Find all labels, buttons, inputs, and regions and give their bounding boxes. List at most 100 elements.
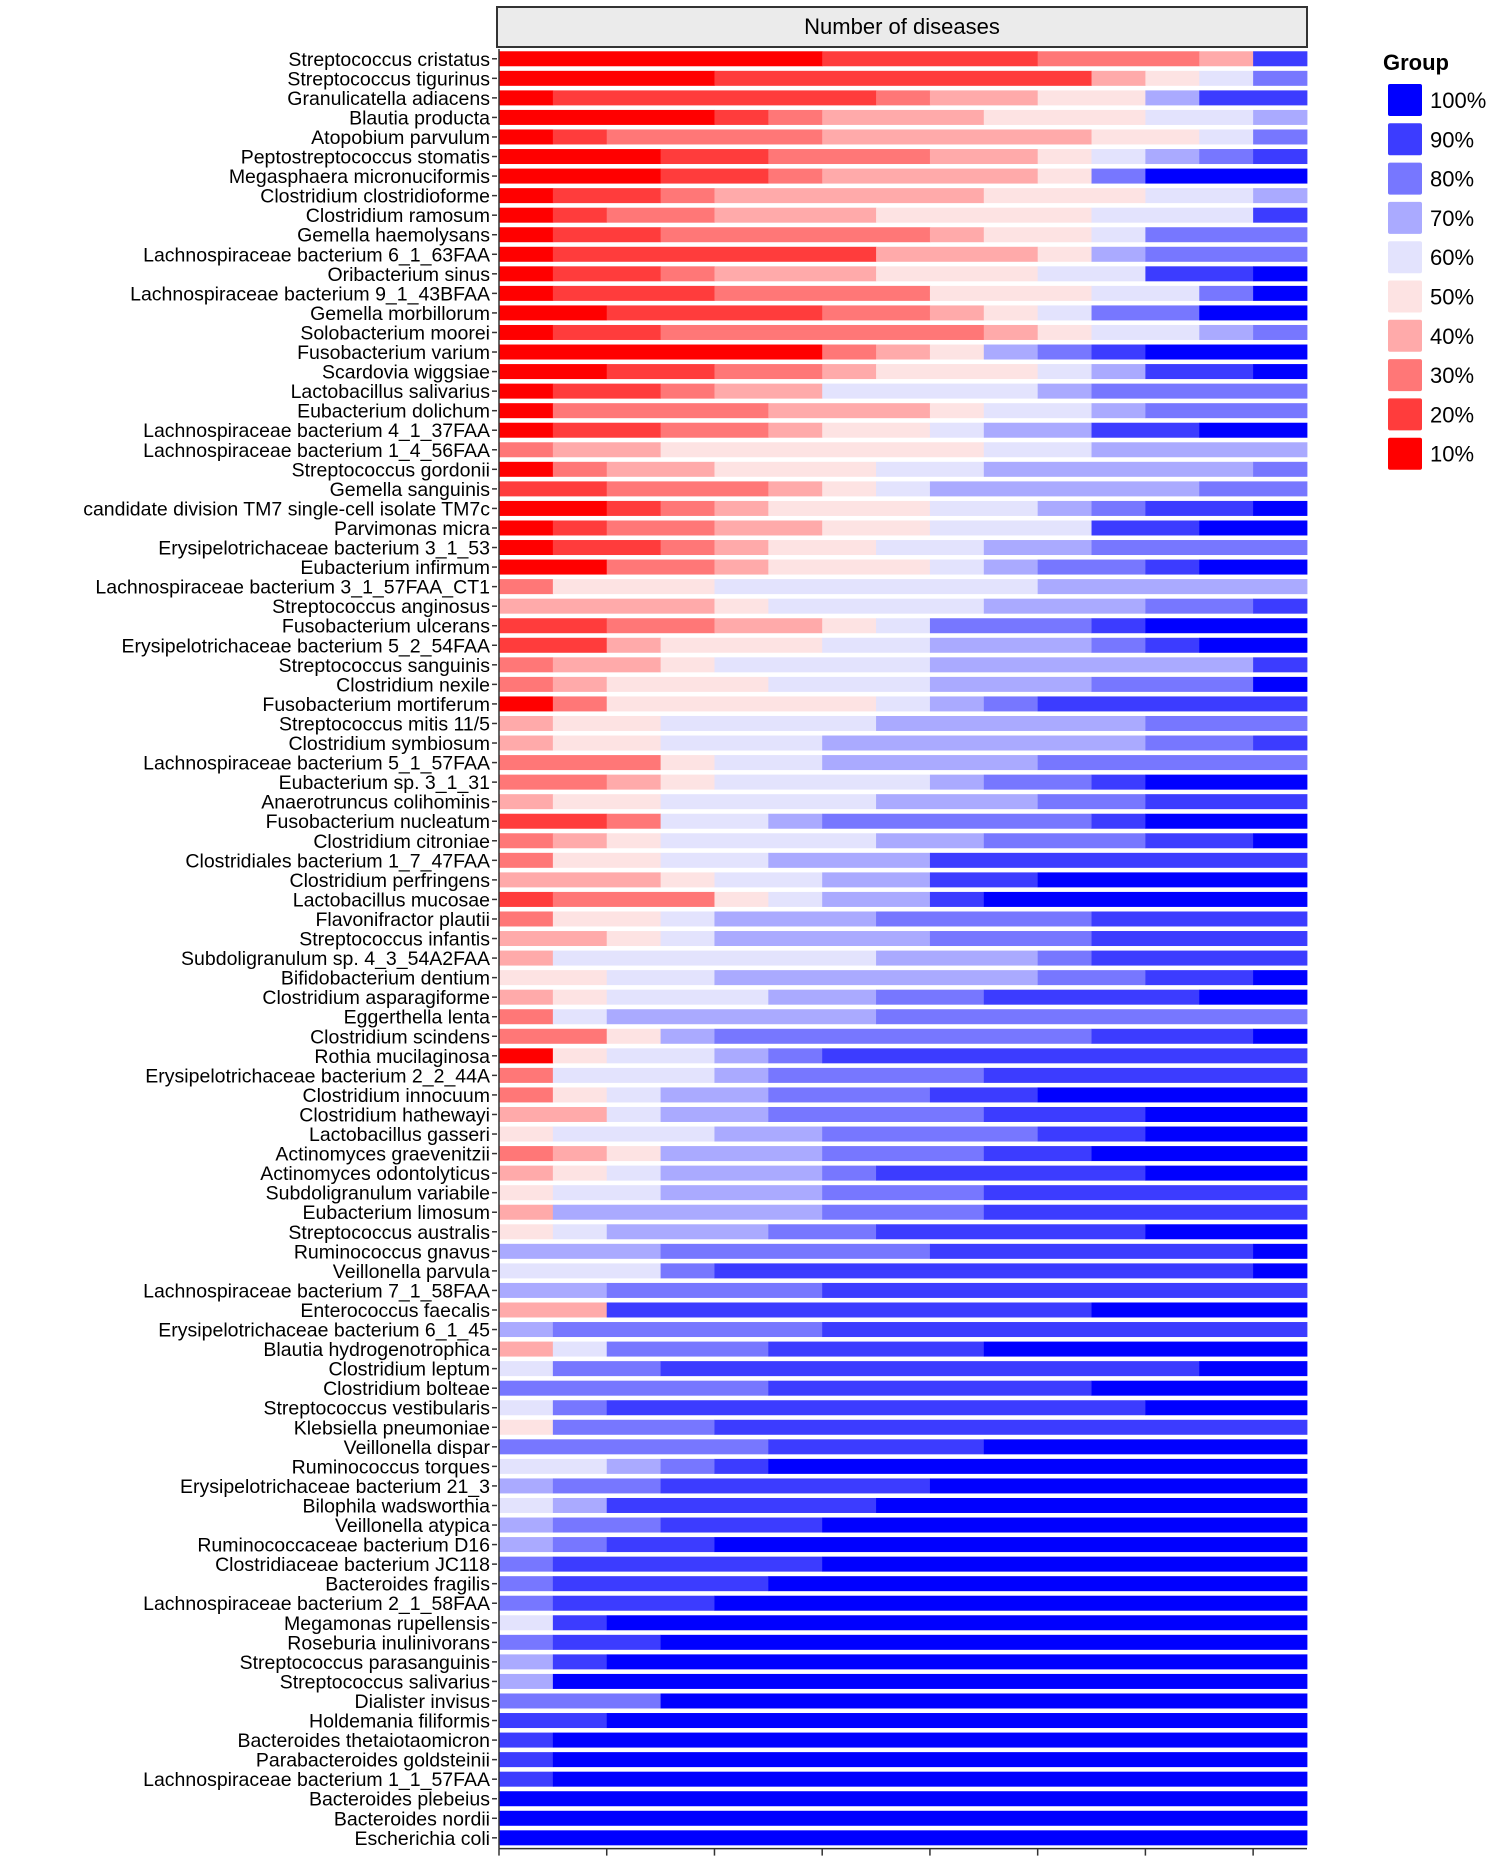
bar-segment-parvimonas-micra-0	[499, 520, 554, 536]
species-label-bacteroides-nordii: Bacteroides nordii	[334, 1808, 490, 1830]
species-label-lachnospiraceae-bacterium-5-1-57faa: Lachnospiraceae bacterium 5_1_57FAA	[143, 753, 490, 775]
bar-segment-gemella-haemolysans-5	[1091, 227, 1146, 243]
species-label-lachnospiraceae-bacterium-7-1-58faa: Lachnospiraceae bacterium 7_1_58FAA	[143, 1280, 490, 1302]
bar-segment-erysipelotrichaceae-bacterium-5-2-54faa-6	[1145, 637, 1200, 653]
species-label-rothia-mucilaginosa: Rothia mucilaginosa	[314, 1046, 490, 1068]
bar-segment-veillonella-parvula-1	[660, 1263, 715, 1279]
bar-segment-ruminococcus-torques-1	[606, 1458, 661, 1474]
bar-segment-clostridiaceae-bacterium-jc118-1	[552, 1556, 823, 1572]
bars-layer	[499, 51, 1308, 1846]
bar-segment-clostridium-hathewayi-0	[499, 1106, 608, 1122]
bar-segment-streptococcus-vestibularis-1	[552, 1400, 608, 1416]
species-label-bifidobacterium-dentium: Bifidobacterium dentium	[281, 968, 490, 990]
bar-segment-clostridium-citroniae-2	[606, 833, 661, 849]
legend-swatch-60	[1388, 241, 1422, 274]
bar-segment-lachnospiraceae-bacterium-2-1-58faa-0	[499, 1595, 554, 1611]
bar-segment-ruminococcus-gnavus-3	[1253, 1243, 1308, 1259]
bar-segment-erysipelotrichaceae-bacterium-5-2-54faa-7	[1199, 637, 1308, 653]
bar-segment-erysipelotrichaceae-bacterium-3-1-53-7	[1091, 540, 1308, 556]
legend-label-10: 10%	[1430, 442, 1474, 467]
bar-segment-parabacteroides-goldsteinii-0	[499, 1752, 554, 1768]
bar-segment-erysipelotrichaceae-bacterium-21-3-2	[660, 1478, 931, 1494]
species-label-streptococcus-parasanguinis: Streptococcus parasanguinis	[240, 1652, 491, 1674]
bar-segment-atopobium-parvulum-5	[1199, 129, 1254, 145]
bar-segment-clostridium-innocuum-4	[768, 1087, 931, 1103]
bar-segment-megamonas-rupellensis-2	[606, 1615, 1308, 1631]
bar-segment-scardovia-wiggsiae-8	[1253, 364, 1308, 380]
bar-segment-clostridium-ramosum-1	[552, 207, 608, 223]
bar-segment-erysipelotrichaceae-bacterium-21-3-3	[929, 1478, 1308, 1494]
species-label-bilophila-wadsworthia: Bilophila wadsworthia	[302, 1495, 490, 1517]
bar-segment-gemella-sanguinis-5	[929, 481, 1200, 497]
bar-segment-clostridium-innocuum-1	[552, 1087, 608, 1103]
species-label-flavonifractor-plautii: Flavonifractor plautii	[316, 909, 491, 931]
bar-segment-lactobacillus-mucosae-1	[552, 891, 715, 907]
bar-segment-eubacterium-limosum-2	[822, 1204, 985, 1220]
bar-segment-clostridium-leptum-0	[499, 1361, 554, 1377]
bar-segment-eubacterium-limosum-0	[499, 1204, 554, 1220]
bar-segment-lachnospiraceae-bacterium-4-1-37faa-2	[660, 422, 769, 438]
bar-segment-streptococcus-salivarius-1	[552, 1673, 1308, 1689]
species-label-streptococcus-anginosus: Streptococcus anginosus	[272, 596, 490, 618]
bar-segment-lachnospiraceae-bacterium-1-1-57faa-1	[552, 1771, 1308, 1787]
bar-segment-erysipelotrichaceae-bacterium-6-1-45-0	[499, 1322, 554, 1338]
bar-segment-megasphaera-micronuciformis-3	[822, 168, 1039, 184]
bar-segment-megamonas-rupellensis-0	[499, 1615, 554, 1631]
bar-segment-clostridiales-bacterium-1-7-47faa-3	[768, 852, 931, 868]
bar-segment-clostridium-scindens-2	[660, 1028, 715, 1044]
bar-segment-subdoligranulum-variabile-0	[499, 1185, 554, 1201]
bar-segment-clostridium-symbiosum-5	[1253, 735, 1308, 751]
bar-segment-parvimonas-micra-7	[1199, 520, 1308, 536]
legend-label-40: 40%	[1430, 324, 1474, 349]
bar-segment-clostridium-scindens-0	[499, 1028, 608, 1044]
species-label-candidate-division-tm7-single-cell-isolate-tm7c: candidate division TM7 single-cell isola…	[83, 498, 490, 520]
species-label-parabacteroides-goldsteinii: Parabacteroides goldsteinii	[256, 1750, 490, 1772]
bar-segment-gemella-sanguinis-0	[499, 481, 608, 497]
species-label-streptococcus-vestibularis: Streptococcus vestibularis	[263, 1398, 490, 1420]
bar-segment-fusobacterium-varium-6	[1091, 344, 1146, 360]
species-label-granulicatella-adiacens: Granulicatella adiacens	[287, 88, 490, 110]
species-label-streptococcus-salivarius: Streptococcus salivarius	[280, 1671, 491, 1693]
bar-segment-clostridium-asparagiforme-1	[552, 989, 608, 1005]
species-label-eubacterium-dolichum: Eubacterium dolichum	[297, 401, 490, 423]
bar-segment-fusobacterium-mortiferum-6	[1037, 696, 1308, 712]
bar-segment-lachnospiraceae-bacterium-5-1-57faa-1	[660, 755, 715, 771]
bar-segment-roseburia-inulinivorans-0	[499, 1634, 554, 1650]
bar-segment-fusobacterium-varium-0	[499, 344, 823, 360]
species-label-actinomyces-graevenitzii: Actinomyces graevenitzii	[275, 1144, 490, 1166]
bar-segment-fusobacterium-nucleatum-4	[822, 813, 1092, 829]
legend: Group 100% 90% 80% 70% 60% 50% 40% 30% 20% 10%	[1383, 50, 1486, 470]
bar-segment-clostridium-nexile-3	[768, 676, 931, 692]
bar-segment-clostridium-perfringens-4	[929, 872, 1039, 888]
bar-segment-eubacterium-dolichum-4	[983, 403, 1092, 419]
bar-segment-clostridium-clostridioforme-5	[1145, 188, 1254, 204]
bar-segment-streptococcus-infantis-5	[1091, 931, 1308, 947]
bar-segment-parabacteroides-goldsteinii-1	[552, 1752, 1308, 1768]
bar-segment-lachnospiraceae-bacterium-4-1-37faa-0	[499, 422, 554, 438]
bar-segment-lachnospiraceae-bacterium-1-4-56faa-1	[552, 442, 661, 458]
bar-segment-eubacterium-infirmum-5	[983, 559, 1039, 575]
bar-segment-erysipelotrichaceae-bacterium-3-1-53-3	[714, 540, 769, 556]
bar-segment-gemella-morbillorum-0	[499, 305, 608, 321]
bar-segment-lachnospiraceae-bacterium-6-1-63faa-0	[499, 246, 554, 262]
bar-segment-eubacterium-sp-3-1-31-0	[499, 774, 608, 790]
bar-segment-fusobacterium-ulcerans-7	[1145, 618, 1308, 634]
bar-segment-clostridiales-bacterium-1-7-47faa-2	[660, 852, 769, 868]
species-label-lactobacillus-salivarius: Lactobacillus salivarius	[291, 381, 491, 403]
species-label-clostridium-leptum: Clostridium leptum	[329, 1359, 490, 1381]
bar-segment-veillonella-atypica-2	[660, 1517, 823, 1533]
bar-segment-eubacterium-dolichum-6	[1145, 403, 1308, 419]
bar-segment-gemella-morbillorum-5	[1037, 305, 1092, 321]
bar-segment-blautia-producta-1	[714, 109, 769, 125]
bar-segment-gemella-sanguinis-3	[822, 481, 877, 497]
bar-segment-solobacterium-moorei-1	[552, 324, 661, 340]
bar-segment-lachnospiraceae-bacterium-4-1-37faa-6	[983, 422, 1092, 438]
bar-segment-flavonifractor-plautii-0	[499, 911, 554, 927]
legend-swatch-50	[1388, 280, 1422, 313]
species-label-lachnospiraceae-bacterium-1-4-56faa: Lachnospiraceae bacterium 1_4_56FAA	[143, 440, 490, 462]
species-label-peptostreptococcus-stomatis: Peptostreptococcus stomatis	[241, 147, 491, 169]
bar-segment-flavonifractor-plautii-4	[876, 911, 1092, 927]
bar-segment-clostridium-hathewayi-2	[660, 1106, 769, 1122]
bar-segment-lachnospiraceae-bacterium-4-1-37faa-1	[552, 422, 661, 438]
bar-segment-streptococcus-vestibularis-2	[606, 1400, 1146, 1416]
